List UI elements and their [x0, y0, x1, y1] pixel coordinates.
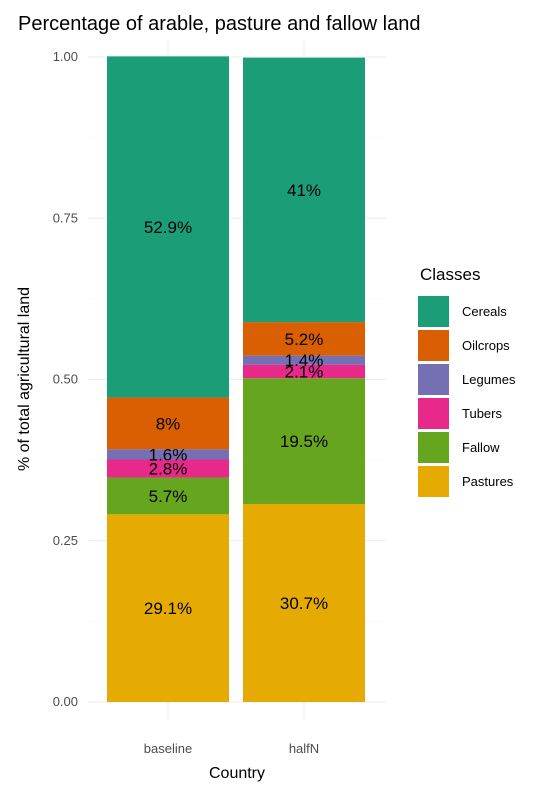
data-label-tubers-halfn: 2.1% — [285, 362, 324, 381]
data-label-oilcrops-baseline: 8% — [156, 414, 181, 433]
bar-segment-fallow-halfn — [243, 378, 365, 504]
bar-segment-cereals-halfn — [243, 57, 365, 323]
x-axis-ticks: baseline halfN — [144, 741, 319, 756]
data-label-cereals-baseline: 52.9% — [144, 218, 192, 237]
data-label-pastures-baseline: 29.1% — [144, 599, 192, 618]
x-tick-label: baseline — [144, 741, 192, 756]
y-tick-label: 0.50 — [53, 372, 78, 387]
legend-label-pastures: Pastures — [462, 474, 514, 489]
legend-key-fallow — [418, 432, 449, 463]
bar-segment-fallow-baseline — [107, 477, 229, 515]
legend-key-cereals — [418, 296, 449, 327]
x-axis-title: Country — [209, 765, 265, 782]
legend: Classes Cereals Oilcrops Legumes Tubers Fall… — [418, 265, 516, 497]
legend-key-tubers — [418, 398, 449, 429]
bar-segment-pastures-baseline — [107, 514, 229, 702]
data-label-oilcrops-halfn: 5.2% — [285, 330, 324, 349]
legend-title: Classes — [420, 265, 480, 284]
legend-key-legumes — [418, 364, 449, 395]
y-tick-label: 0.75 — [53, 210, 78, 225]
data-label-legumes-halfn: 1.4% — [285, 351, 324, 370]
bar-segment-legumes-baseline — [107, 449, 229, 460]
legend-label-fallow: Fallow — [462, 440, 500, 455]
legend-label-tubers: Tubers — [462, 406, 502, 421]
bars — [107, 56, 365, 702]
bar-segment-oilcrops-baseline — [107, 397, 229, 450]
bar-segment-pastures-halfn — [243, 503, 365, 702]
data-label-fallow-halfn: 19.5% — [280, 432, 328, 451]
chart-title: Percentage of arable, pasture and fallow… — [18, 13, 421, 35]
y-axis-ticks: 0.00 0.25 0.50 0.75 1.00 — [53, 49, 78, 709]
legend-label-oilcrops: Oilcrops — [462, 338, 510, 353]
bar-segment-tubers-halfn — [243, 364, 365, 379]
data-label-tubers-baseline: 2.8% — [149, 460, 188, 479]
bar-segment-oilcrops-halfn — [243, 322, 365, 356]
y-tick-label: 1.00 — [53, 49, 78, 64]
bar-segment-cereals-baseline — [107, 56, 229, 398]
legend-label-cereals: Cereals — [462, 304, 507, 319]
y-tick-label: 0.00 — [53, 694, 78, 709]
data-label-cereals-halfn: 41% — [287, 181, 321, 200]
legend-key-pastures — [418, 466, 449, 497]
segment-labels: 29.1% 5.7% 2.8%1.6% 8% 52.9% 30.7% 19.5% 2.1%1.… — [144, 181, 328, 618]
legend-key-oilcrops — [418, 330, 449, 361]
legend-label-legumes: Legumes — [462, 372, 516, 387]
data-label-pastures-halfn: 30.7% — [280, 594, 328, 613]
data-label-fallow-baseline: 5.7% — [149, 487, 188, 506]
bar-segment-tubers-baseline — [107, 459, 229, 478]
y-axis-title: % of total agricultural land — [16, 287, 33, 471]
x-tick-label: halfN — [289, 741, 319, 756]
y-tick-label: 0.25 — [53, 533, 78, 548]
data-label-legumes-baseline: 1.6% — [149, 445, 188, 464]
bar-segment-legumes-halfn — [243, 355, 365, 365]
